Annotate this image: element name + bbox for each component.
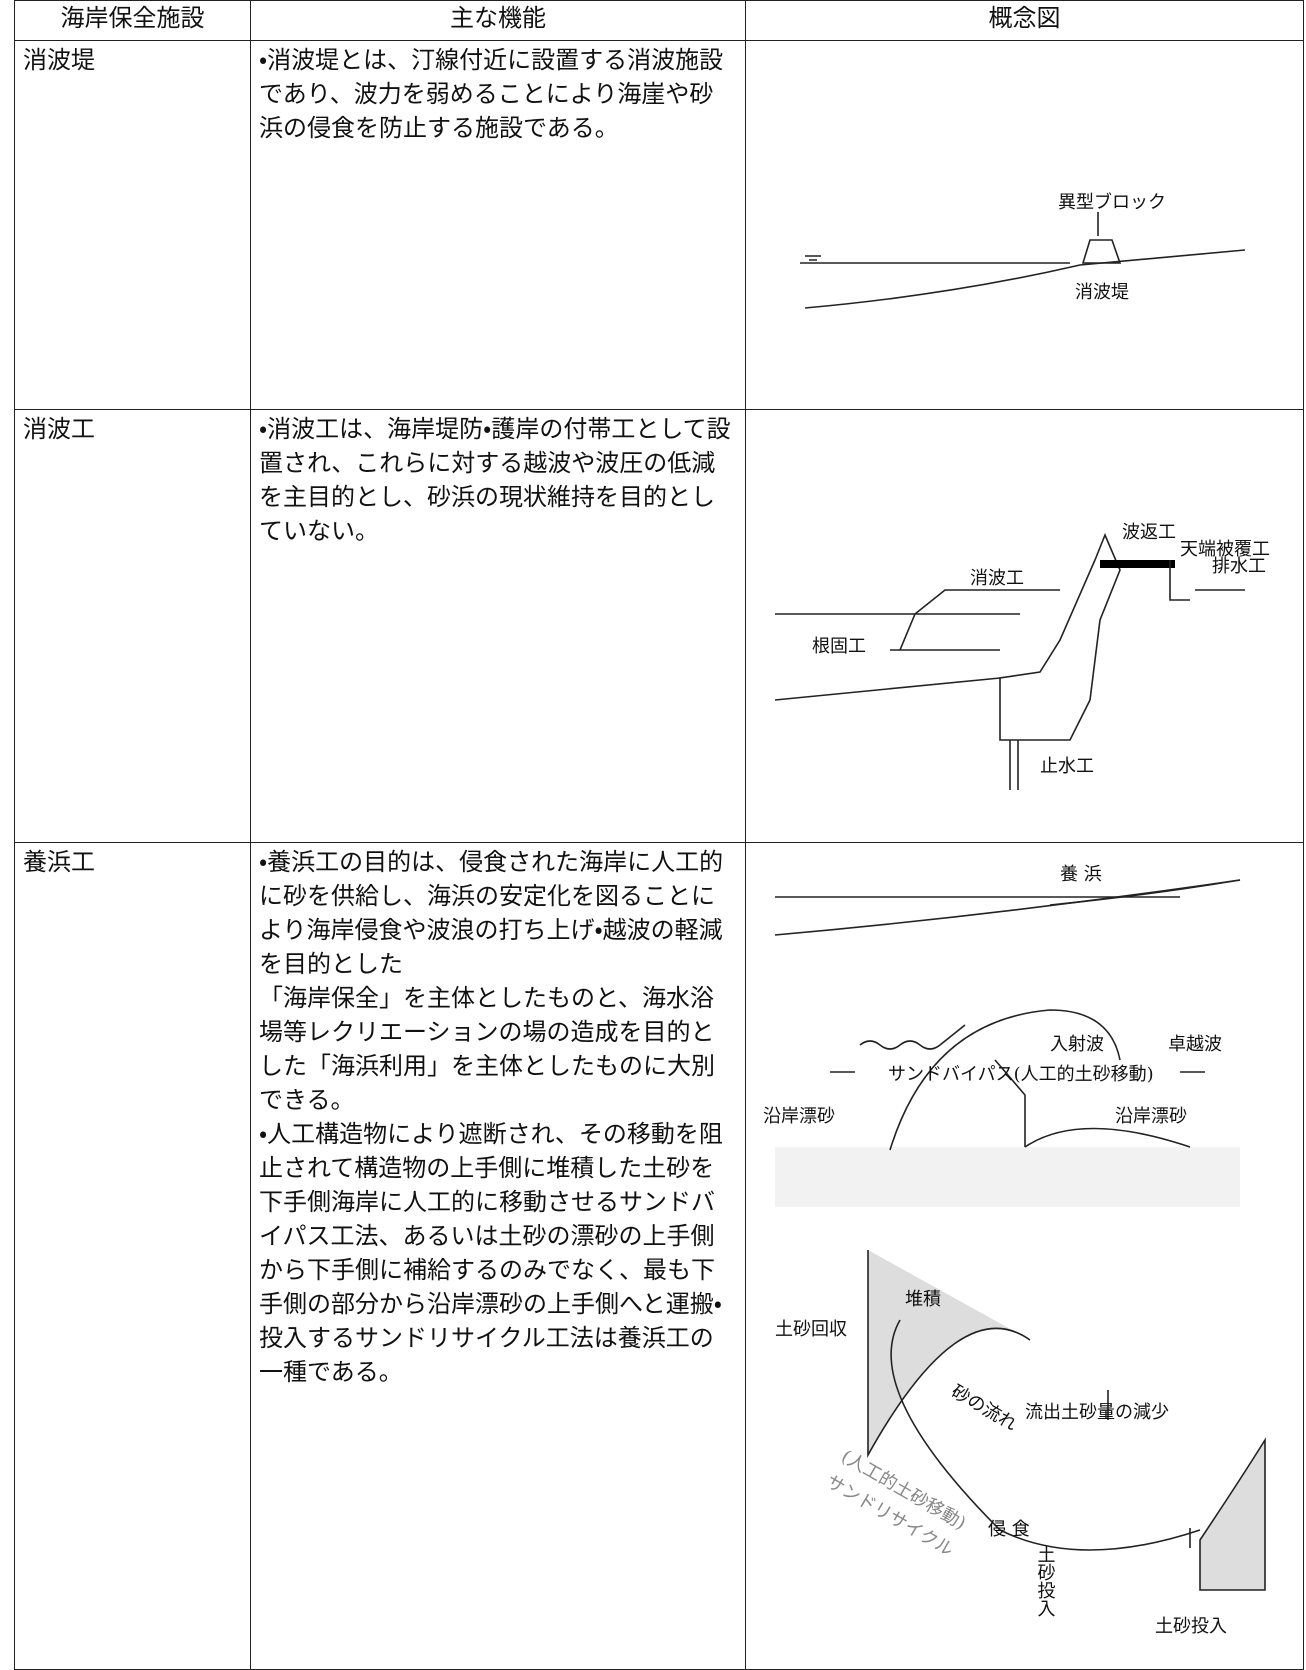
label: 土砂回収 <box>775 1319 847 1340</box>
label: 流出土砂量の減少 <box>1025 1402 1169 1423</box>
label: 消波堤 <box>1075 282 1129 303</box>
function-cell: ・消波工は、海岸堤防・護岸の付帯工として設置され、これらに対する越波や波圧の低減… <box>250 409 746 843</box>
breakwater-diagram: 異型ブロック 消波堤 <box>800 191 1246 309</box>
label: 沿岸漂砂 <box>763 1106 835 1127</box>
label: 消波工 <box>970 568 1024 589</box>
label: 止水工 <box>1040 756 1094 777</box>
label: 入射波 <box>1050 1034 1104 1055</box>
label: 土砂投入 <box>1155 1616 1227 1637</box>
label: 排水工 <box>1212 556 1266 577</box>
paragraph: ・消波堤とは、汀線付近に設置する消波施設であり、波力を弱めることにより海崖や砂浜… <box>259 46 724 142</box>
label: 土砂投入 <box>1035 1545 1056 1617</box>
paragraph: 「海岸保全」を主体としたものと、海水浴場等レクリエーションの場の造成を目的とした… <box>259 984 715 1114</box>
label: 天端被覆工 <box>1180 539 1270 560</box>
label: 砂の流れ <box>948 1381 1021 1435</box>
label: 波返工 <box>1122 522 1176 543</box>
label: 堆積 <box>905 1289 941 1310</box>
label: 異型ブロック <box>1058 191 1166 213</box>
nourishment-diagram: 入射波 サンドバイパス(人工的土砂移動) 沿岸漂砂 沿岸漂砂 養 浜 卓越波 堆… <box>763 864 1266 1637</box>
function-cell: ・消波堤とは、汀線付近に設置する消波施設であり、波力を弱めることにより海崖や砂浜… <box>250 40 746 410</box>
label: 養 浜 <box>1060 864 1102 885</box>
paragraph: ・養浜工の目的は、侵食された海岸に人工的に砂を供給し、海浜の安定化を図ることによ… <box>259 848 724 978</box>
label: サンドバイパス(人工的土砂移動) <box>888 1064 1154 1085</box>
label: 侵 食 <box>988 1519 1030 1540</box>
paragraph: ・消波工は、海岸堤防・護岸の付帯工として設置され、これらに対する越波や波圧の低減… <box>259 415 731 545</box>
revetment-diagram: 波返工 天端被覆工 排水工 消波工 根固工 止水工 <box>774 522 1270 790</box>
paragraph: ・人工構造物により遮断され、その移動を阻止されて構造物の上手側に堆積した土砂を下… <box>259 1120 723 1386</box>
label: 卓越波 <box>1168 1034 1222 1055</box>
label: 根固工 <box>812 636 866 657</box>
function-cell: ・養浜工の目的は、侵食された海岸に人工的に砂を供給し、海浜の安定化を図ることによ… <box>250 842 746 1670</box>
label: 沿岸漂砂 <box>1115 1106 1187 1127</box>
